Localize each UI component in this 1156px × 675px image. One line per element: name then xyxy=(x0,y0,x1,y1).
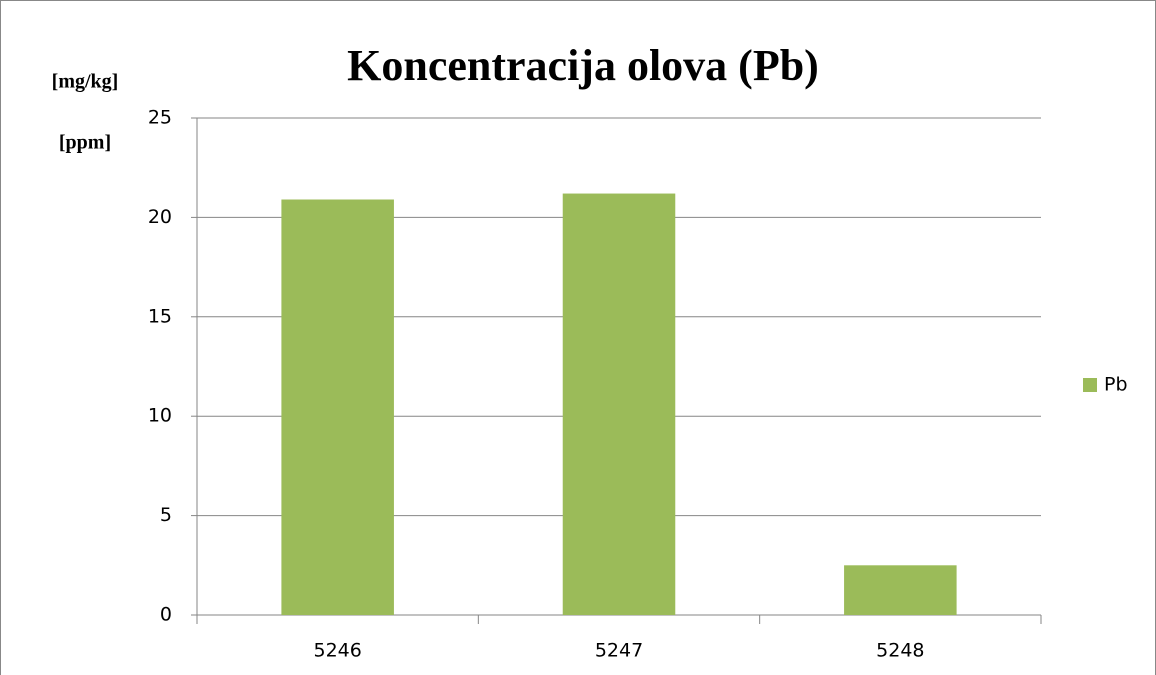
x-tick-label: 5246 xyxy=(313,640,361,662)
legend-swatch xyxy=(1083,378,1097,392)
legend-label: Pb xyxy=(1104,374,1128,396)
bar xyxy=(562,193,676,615)
y-tick-label: 25 xyxy=(148,107,172,129)
x-tick-label: 5248 xyxy=(876,640,924,662)
y-tick-label: 15 xyxy=(148,305,172,327)
y-tick-label: 5 xyxy=(160,504,172,526)
bar xyxy=(844,565,957,615)
y-tick-label: 0 xyxy=(160,604,172,626)
y-axis-label: [ppm] xyxy=(59,132,111,154)
bar xyxy=(281,199,394,615)
x-tick-label: 5247 xyxy=(595,640,643,662)
y-tick-label: 20 xyxy=(148,206,172,228)
y-axis-label: [mg/kg] xyxy=(52,71,119,93)
y-tick-label: 10 xyxy=(148,405,172,427)
chart-title: Koncentracija olova (Pb) xyxy=(347,41,819,90)
